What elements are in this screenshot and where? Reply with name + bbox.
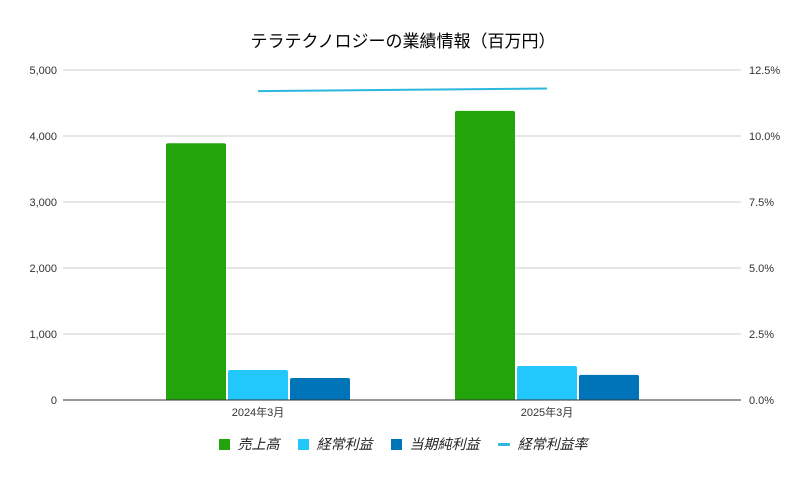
- chart-legend: 売上高 経常利益 当期純利益 経常利益率: [0, 434, 806, 454]
- y2-axis-tick-label: 5.0%: [749, 263, 774, 275]
- legend-label: 経常利益: [316, 437, 373, 453]
- legend-swatch-ordinary-margin: [497, 442, 510, 446]
- y2-axis-tick-label: 2.5%: [749, 329, 774, 341]
- bar: [517, 366, 577, 400]
- legend-item-sales[interactable]: 売上高: [218, 434, 280, 454]
- bar: [228, 369, 288, 400]
- legend-item-ordinary-margin[interactable]: 経常利益率: [497, 434, 588, 454]
- y2-axis-tick-label: 10.0%: [749, 131, 780, 143]
- y-axis-tick-label: 0: [51, 395, 57, 407]
- y-axis-tick-label: 1,000: [29, 329, 57, 341]
- bar: [455, 110, 515, 401]
- y2-axis-tick-label: 12.5%: [749, 65, 780, 77]
- legend-label: 経常利益率: [517, 437, 588, 453]
- y2-axis-tick-label: 0.0%: [749, 395, 774, 407]
- bar: [579, 374, 639, 400]
- legend-label: 当期純利益: [409, 437, 480, 453]
- chart-title: テラテクノロジーの業績情報（百万円）: [250, 32, 556, 52]
- legend-label: 売上高: [237, 437, 280, 453]
- x-axis-tick-label: 2025年3月: [521, 405, 574, 419]
- legend-item-net-profit[interactable]: 当期純利益: [390, 434, 480, 454]
- legend-swatch-net-profit: [390, 438, 402, 450]
- bar: [166, 143, 226, 400]
- y-axis-tick-label: 3,000: [29, 197, 57, 209]
- y2-axis-tick-label: 7.5%: [749, 197, 774, 209]
- y-axis-tick-label: 4,000: [29, 131, 57, 143]
- y-axis-tick-label: 2,000: [29, 263, 57, 275]
- y-axis-tick-label: 5,000: [29, 65, 57, 77]
- ratio-line: [257, 87, 548, 93]
- legend-swatch-sales: [218, 438, 230, 450]
- bar: [290, 378, 350, 400]
- legend-item-ordinary-profit[interactable]: 経常利益: [297, 434, 373, 454]
- legend-swatch-ordinary-profit: [297, 438, 309, 450]
- x-axis-tick-label: 2024年3月: [232, 405, 285, 419]
